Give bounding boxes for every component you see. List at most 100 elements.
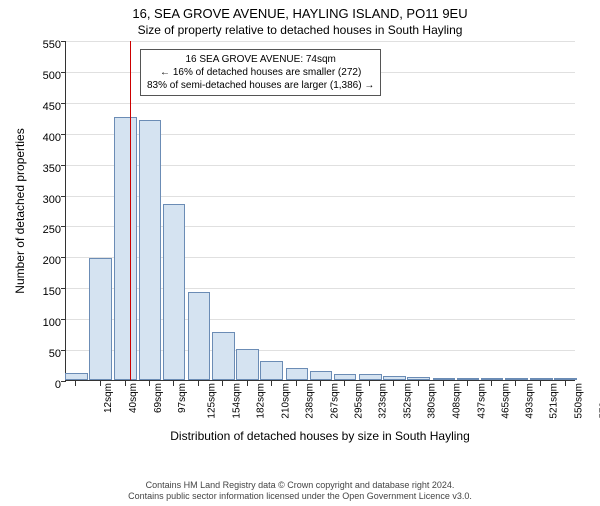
x-axis-label: Distribution of detached houses by size … — [65, 429, 575, 443]
histogram-bar — [433, 378, 455, 380]
xtick-mark — [125, 381, 126, 386]
xtick-mark — [540, 381, 541, 386]
ytick-label: 250 — [31, 224, 61, 236]
xtick-label: 380sqm — [427, 383, 438, 419]
histogram-bar — [481, 378, 503, 380]
ytick-mark — [61, 350, 66, 351]
xtick-mark — [100, 381, 101, 386]
histogram-bar — [188, 292, 210, 380]
footer-line1: Contains HM Land Registry data © Crown c… — [0, 480, 600, 491]
xtick-mark — [198, 381, 199, 386]
footer-attribution: Contains HM Land Registry data © Crown c… — [0, 480, 600, 503]
annotation-line2: ← 16% of detached houses are smaller (27… — [147, 66, 374, 79]
histogram-bar — [114, 117, 136, 380]
xtick-mark — [369, 381, 370, 386]
ytick-label: 50 — [31, 348, 61, 360]
ytick-label: 300 — [31, 194, 61, 206]
histogram-bar — [457, 378, 479, 380]
histogram-bar — [407, 377, 429, 380]
ytick-mark — [61, 196, 66, 197]
xtick-mark — [565, 381, 566, 386]
xtick-mark — [491, 381, 492, 386]
ytick-mark — [61, 288, 66, 289]
histogram-bar — [65, 373, 87, 380]
ytick-label: 450 — [31, 101, 61, 113]
footer-line2: Contains public sector information licen… — [0, 491, 600, 502]
histogram-bar — [260, 361, 282, 380]
histogram-bar — [505, 378, 527, 380]
xtick-label: 267sqm — [329, 383, 340, 419]
ytick-mark — [61, 226, 66, 227]
xtick-mark — [393, 381, 394, 386]
xtick-label: 408sqm — [451, 383, 462, 419]
histogram-bar — [383, 376, 405, 380]
ytick-label: 500 — [31, 70, 61, 82]
xtick-mark — [467, 381, 468, 386]
histogram-bar — [139, 120, 161, 380]
reference-line — [130, 41, 131, 380]
histogram-bar — [530, 378, 552, 380]
xtick-label: 493sqm — [525, 383, 536, 419]
xtick-label: 154sqm — [232, 383, 243, 419]
ytick-label: 100 — [31, 317, 61, 329]
histogram-bar — [212, 332, 234, 380]
histogram-bar — [359, 374, 381, 380]
xtick-label: 465sqm — [501, 383, 512, 419]
xtick-label: 182sqm — [256, 383, 267, 419]
xtick-label: 550sqm — [574, 383, 585, 419]
xtick-mark — [515, 381, 516, 386]
xtick-mark — [222, 381, 223, 386]
xtick-label: 295sqm — [354, 383, 365, 419]
xtick-mark — [149, 381, 150, 386]
xtick-label: 352sqm — [403, 383, 414, 419]
ytick-mark — [61, 134, 66, 135]
histogram-bar — [89, 258, 111, 380]
xtick-label: 40sqm — [128, 383, 139, 413]
xtick-label: 323sqm — [378, 383, 389, 419]
gridline — [66, 103, 575, 104]
histogram-bar — [310, 371, 332, 380]
ytick-label: 550 — [31, 39, 61, 51]
ytick-label: 400 — [31, 132, 61, 144]
annotation-line1: 16 SEA GROVE AVENUE: 74sqm — [147, 53, 374, 66]
ytick-mark — [61, 165, 66, 166]
annotation-line3: 83% of semi-detached houses are larger (… — [147, 79, 374, 92]
xtick-mark — [296, 381, 297, 386]
ytick-mark — [61, 103, 66, 104]
xtick-mark — [271, 381, 272, 386]
xtick-label: 69sqm — [153, 383, 164, 413]
ytick-label: 0 — [31, 379, 61, 391]
xtick-label: 125sqm — [207, 383, 218, 419]
page-title: 16, SEA GROVE AVENUE, HAYLING ISLAND, PO… — [0, 6, 600, 21]
histogram-bar — [554, 378, 576, 380]
xtick-label: 210sqm — [280, 383, 291, 419]
xtick-mark — [247, 381, 248, 386]
y-axis-label: Number of detached properties — [13, 128, 27, 293]
ytick-mark — [61, 319, 66, 320]
xtick-mark — [418, 381, 419, 386]
xtick-label: 238sqm — [304, 383, 315, 419]
xtick-label: 97sqm — [177, 383, 188, 413]
xtick-mark — [344, 381, 345, 386]
ytick-label: 200 — [31, 255, 61, 267]
xtick-label: 521sqm — [549, 383, 560, 419]
page-subtitle: Size of property relative to detached ho… — [0, 23, 600, 37]
xtick-label: 437sqm — [476, 383, 487, 419]
ytick-mark — [61, 72, 66, 73]
histogram-bar — [236, 349, 258, 380]
histogram-bar — [334, 374, 356, 380]
xtick-label: 12sqm — [103, 383, 114, 413]
histogram-bar — [163, 204, 185, 380]
ytick-mark — [61, 381, 66, 382]
ytick-mark — [61, 41, 66, 42]
histogram-bar — [286, 368, 308, 380]
xtick-mark — [443, 381, 444, 386]
chart-area: Number of detached properties 16 SEA GRO… — [65, 41, 575, 406]
gridline — [66, 41, 575, 42]
ytick-label: 350 — [31, 163, 61, 175]
annotation-box: 16 SEA GROVE AVENUE: 74sqm ← 16% of deta… — [140, 49, 381, 96]
xtick-mark — [173, 381, 174, 386]
xtick-mark — [75, 381, 76, 386]
ytick-label: 150 — [31, 286, 61, 298]
ytick-mark — [61, 257, 66, 258]
